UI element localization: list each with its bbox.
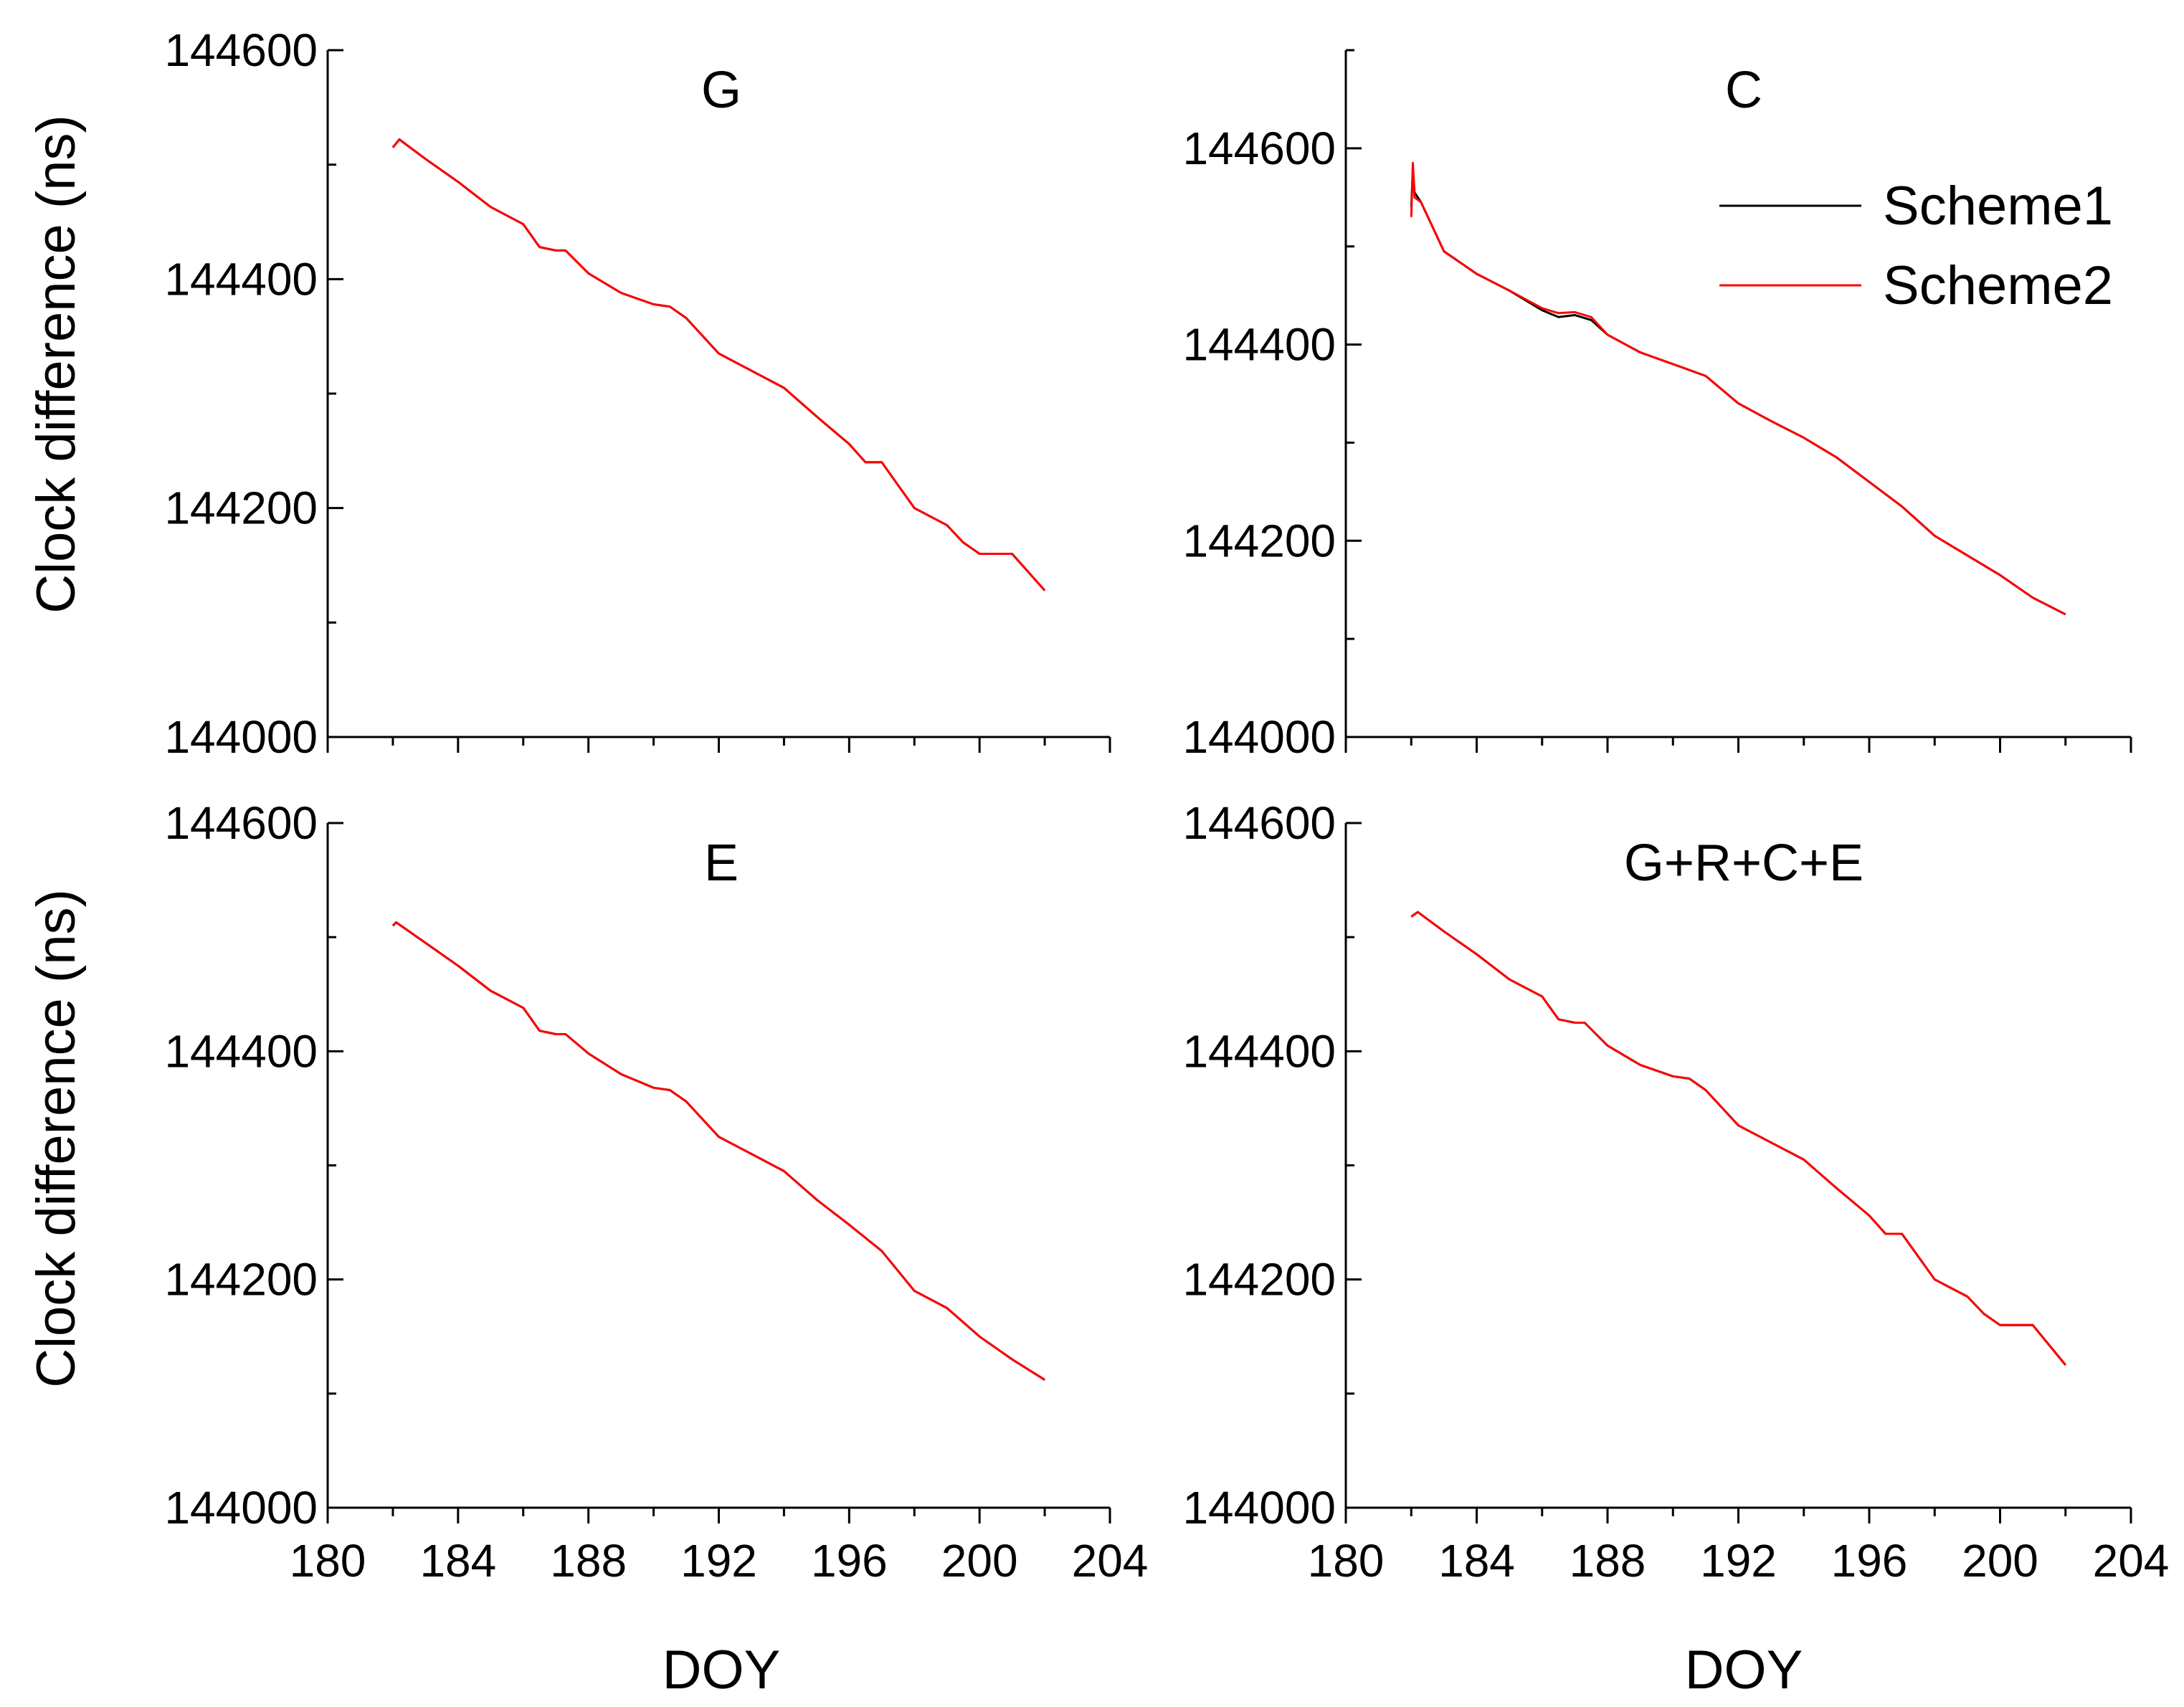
- x-tick-label: 180: [290, 1535, 366, 1587]
- y-tick-label: 144200: [1182, 515, 1336, 566]
- y-tick-label: 144000: [164, 1482, 318, 1534]
- y-tick-label: 144600: [164, 24, 318, 76]
- x-tick-label: 200: [941, 1535, 1018, 1587]
- panel-0: 144000 144200 144400 144600 G: [164, 24, 1111, 763]
- panel-2: 144000 144200 144400 144600 180 184 188 192 196 2…: [164, 797, 1148, 1587]
- y-tick-label: 144000: [1182, 1482, 1336, 1534]
- y-tick-label: 144600: [164, 797, 318, 849]
- x-tick-label: 192: [1700, 1535, 1777, 1587]
- panel-title: C: [1725, 62, 1762, 119]
- panel-title: G: [701, 62, 741, 119]
- y-axis-label-bottom: Clock difference (ns): [26, 889, 87, 1388]
- y-tick-label: 144200: [164, 482, 318, 534]
- y-tick-label: 144200: [164, 1254, 318, 1306]
- y-tick-label: 144400: [164, 253, 318, 305]
- x-tick-label: 196: [1831, 1535, 1908, 1587]
- x-tick-label: 204: [1072, 1535, 1149, 1587]
- series-line-scheme2: [1410, 161, 2066, 616]
- x-tick-label: 200: [1962, 1535, 2038, 1587]
- panels-layer: 144000144200144400144600G144000144200144…: [164, 24, 2169, 1587]
- x-tick-label: 184: [1438, 1535, 1515, 1587]
- x-axis-label-right: DOY: [1685, 1640, 1803, 1701]
- legend: Scheme1 Scheme2: [1719, 176, 2113, 316]
- y-axis-label-top: Clock difference (ns): [26, 115, 87, 614]
- y-tick-label: 144000: [164, 711, 318, 763]
- y-tick-label: 144600: [1182, 797, 1336, 849]
- x-tick-label: 192: [680, 1535, 757, 1587]
- x-tick-label: 180: [1308, 1535, 1385, 1587]
- y-tick-label: 144400: [1182, 1025, 1336, 1077]
- legend-label-scheme1: Scheme1: [1883, 176, 2113, 237]
- series-line-scheme2: [391, 138, 1046, 591]
- panel-title: G+R+C+E: [1624, 835, 1863, 892]
- x-tick-label: 188: [1570, 1535, 1646, 1587]
- series-line-scheme2: [391, 921, 1045, 1381]
- y-tick-label: 144400: [1182, 319, 1336, 371]
- panel-title: E: [704, 835, 739, 892]
- panel-3: 144000 144200 144400 144600 180 184 188 192 196 2…: [1182, 797, 2169, 1587]
- x-axis-label-left: DOY: [663, 1640, 781, 1701]
- series-line-scheme2: [1410, 910, 2066, 1366]
- panel-1: 144000 144200 144400 144600 C: [1182, 49, 2132, 763]
- y-tick-label: 144400: [164, 1025, 318, 1077]
- x-tick-label: 196: [811, 1535, 888, 1587]
- y-tick-label: 144200: [1182, 1254, 1336, 1306]
- x-tick-label: 184: [419, 1535, 496, 1587]
- x-tick-label: 204: [2093, 1535, 2170, 1587]
- y-tick-label: 144000: [1182, 711, 1336, 763]
- legend-label-scheme2: Scheme2: [1883, 255, 2113, 316]
- x-tick-label: 188: [550, 1535, 627, 1587]
- y-tick-label: 144600: [1182, 123, 1336, 174]
